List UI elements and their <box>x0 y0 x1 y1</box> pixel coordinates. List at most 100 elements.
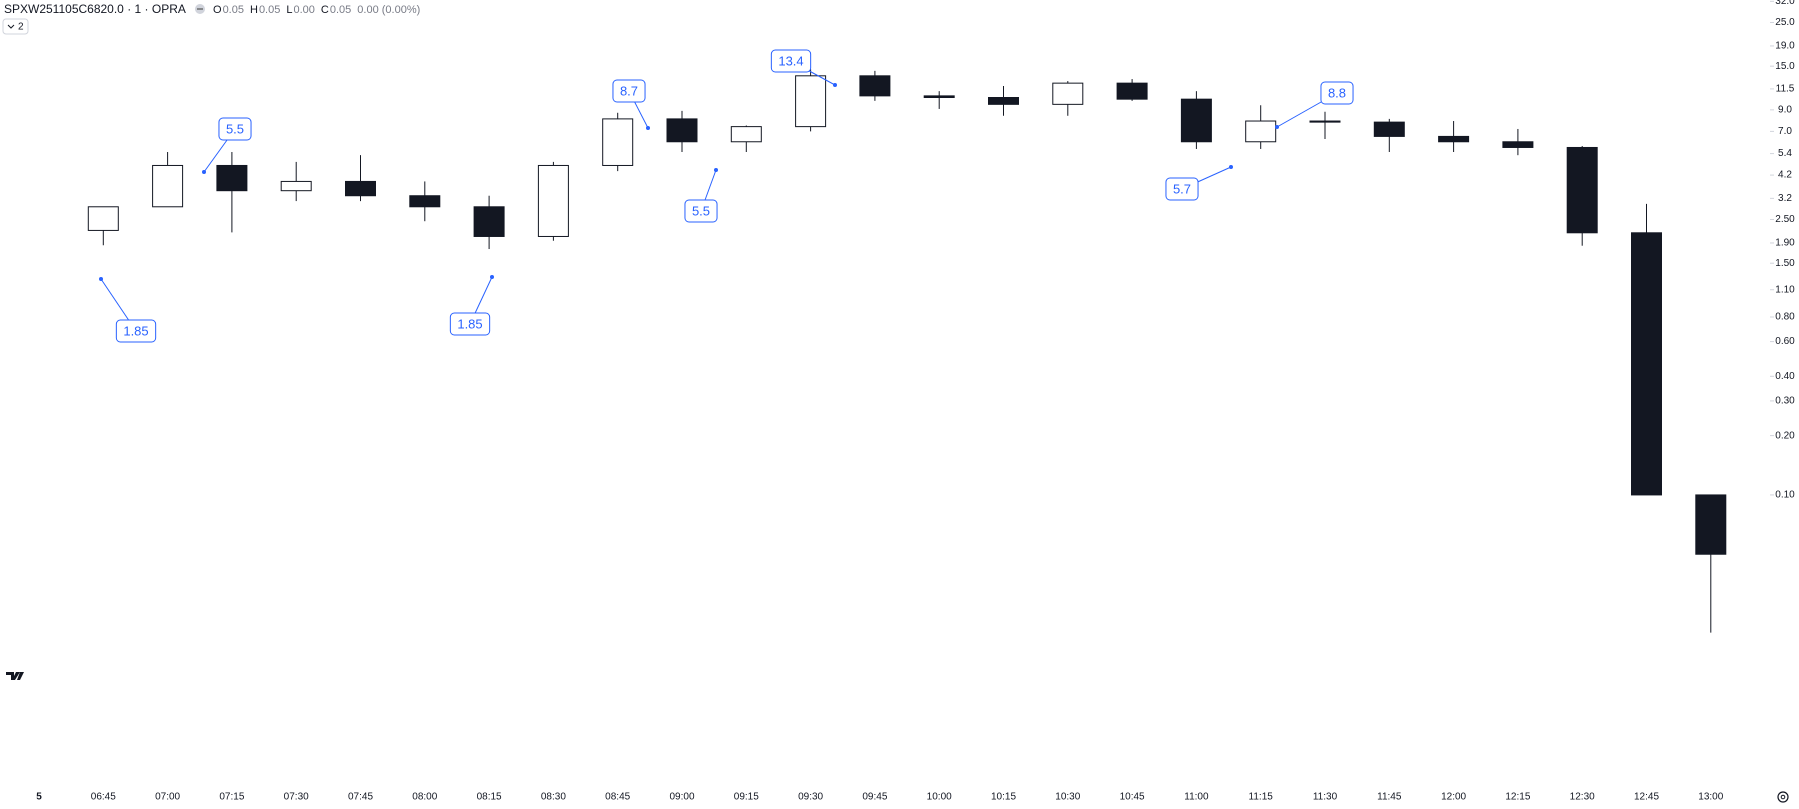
candle-body <box>1502 141 1534 148</box>
annotation-dot <box>714 168 718 172</box>
x-tick-label: 12:45 <box>1634 792 1659 803</box>
candle-body <box>1695 494 1727 555</box>
x-tick-label: 06:45 <box>91 792 116 803</box>
y-tick-label: 1.50 <box>1775 258 1795 269</box>
candle-body <box>1052 82 1084 105</box>
x-tick-label: 11:45 <box>1377 792 1402 803</box>
x-tick-label: 12:00 <box>1441 792 1466 803</box>
candle-body <box>409 195 441 208</box>
annotation-dot <box>99 277 103 281</box>
ohlc-value: 0.05 <box>259 4 280 16</box>
y-tick-label: 0.60 <box>1775 336 1795 347</box>
x-tick-label: 08:00 <box>412 792 437 803</box>
annotation-label: 5.5 <box>692 203 710 218</box>
annotation-dot <box>490 275 494 279</box>
annotation-box <box>612 79 646 103</box>
annotation-label: 1.85 <box>457 316 482 331</box>
x-tick-label: 07:15 <box>219 792 244 803</box>
annotation-dot <box>1229 165 1233 169</box>
annotation-box <box>115 319 157 343</box>
y-tick-label: 0.80 <box>1775 312 1795 323</box>
y-tick-label: 3.2 <box>1778 193 1792 204</box>
tv-logo <box>6 672 24 680</box>
y-tick-label: 7.0 <box>1778 126 1792 137</box>
annotation-label: 1.85 <box>123 323 148 338</box>
ohlc-label: C <box>321 4 329 16</box>
x-tick-label: 07:30 <box>284 792 309 803</box>
annotation-box <box>449 312 491 336</box>
x-tick-label: 08:45 <box>605 792 630 803</box>
x-tick-label: 08:15 <box>477 792 502 803</box>
candle-body <box>537 164 569 237</box>
ohlc-label: O <box>213 4 222 16</box>
indicators-count: 2 <box>18 22 24 33</box>
gear[interactable] <box>1777 791 1789 803</box>
candle-body <box>216 164 248 192</box>
x-tick-label: 12:15 <box>1505 792 1530 803</box>
candle-body <box>1438 135 1470 143</box>
annotation-box <box>1320 81 1354 105</box>
y-tick-label: 1.90 <box>1775 238 1795 249</box>
x-tick-label: 10:30 <box>1055 792 1080 803</box>
x-tick-label: 09:45 <box>862 792 887 803</box>
annotation-box <box>1165 177 1199 201</box>
candle-body <box>1566 146 1598 234</box>
ohlc-value: 0.00 <box>293 4 314 16</box>
candle-body <box>345 180 376 197</box>
ohlc-label: H <box>250 4 258 16</box>
x-tick-label: 10:00 <box>927 792 952 803</box>
annotation-dot <box>1275 125 1279 129</box>
candle-body <box>473 206 505 237</box>
annotation-dot <box>833 83 837 87</box>
annotation-label: 8.7 <box>620 83 638 98</box>
annotation-label: 8.8 <box>1328 85 1346 100</box>
annotation-dot <box>202 170 206 174</box>
x-tick-label: 11:00 <box>1184 792 1209 803</box>
y-tick-label: 4.2 <box>1778 170 1792 181</box>
x-tick-label: 5 <box>36 792 42 803</box>
x-tick-label: 11:30 <box>1313 792 1338 803</box>
x-tick-label: 10:45 <box>1120 792 1145 803</box>
candle-body <box>280 180 312 192</box>
candle-body <box>87 206 119 231</box>
candle-body <box>1245 120 1277 143</box>
annotation-label: 13.4 <box>778 53 803 68</box>
y-tick-label: 32.0 <box>1775 0 1795 7</box>
y-tick-label: 5.4 <box>1778 148 1792 159</box>
candle-body <box>666 118 698 143</box>
candle-body <box>795 75 827 128</box>
candle-body <box>602 118 634 166</box>
change: 0.00 (0.00%) <box>357 4 420 16</box>
y-tick-label: 25.0 <box>1775 17 1795 28</box>
annotation-box <box>770 49 812 73</box>
ohlc-label: L <box>286 4 292 16</box>
y-tick-label: 15.0 <box>1775 61 1795 72</box>
annotation-label: 5.7 <box>1173 181 1191 196</box>
y-tick-label: 0.20 <box>1775 430 1795 441</box>
x-tick-label: 09:30 <box>798 792 823 803</box>
ohlc-value: 0.05 <box>223 4 244 16</box>
y-tick-label: 2.50 <box>1775 214 1795 225</box>
x-tick-label: 10:15 <box>991 792 1016 803</box>
candle-body <box>859 75 891 97</box>
y-tick-label: 0.10 <box>1775 490 1795 501</box>
x-tick-label: 09:00 <box>669 792 694 803</box>
y-tick-label: 0.30 <box>1775 396 1795 407</box>
candle-body <box>1180 98 1212 143</box>
x-tick-label: 07:00 <box>155 792 180 803</box>
candle-body <box>152 164 184 208</box>
ohlc-value: 0.05 <box>330 4 351 16</box>
x-tick-label: 08:30 <box>541 792 566 803</box>
indicators-toggle[interactable] <box>2 18 29 35</box>
symbol: SPXW251105C6820.0 · 1 · OPRA <box>4 2 186 16</box>
x-tick-label: 09:15 <box>734 792 759 803</box>
y-tick-label: 19.0 <box>1775 41 1795 52</box>
ohlc-legend: O 0.05 H 0.05 L 0.00 C 0.05 0.00 (0.00%) <box>213 4 420 16</box>
annotation-box <box>684 199 718 223</box>
x-tick-label: 12:30 <box>1570 792 1595 803</box>
candle-body <box>923 95 955 99</box>
x-tick-label: 07:45 <box>348 792 373 803</box>
settings-icon[interactable] <box>1777 791 1789 803</box>
